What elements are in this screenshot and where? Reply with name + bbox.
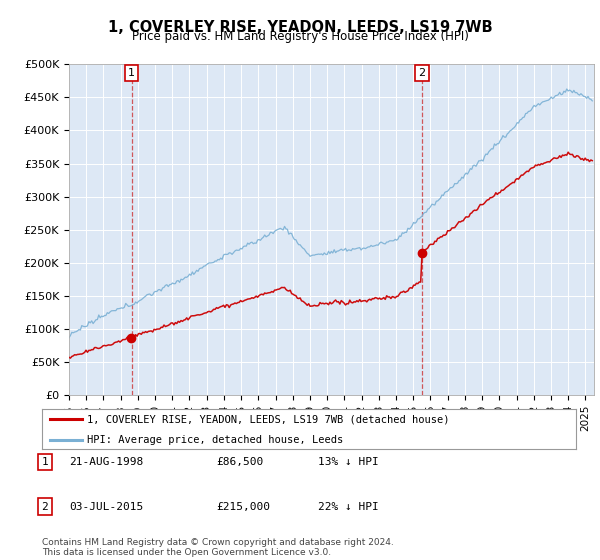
Text: 13% ↓ HPI: 13% ↓ HPI [318,457,379,467]
Text: £86,500: £86,500 [216,457,263,467]
Text: 1: 1 [41,457,49,467]
Text: 1, COVERLEY RISE, YEADON, LEEDS, LS19 7WB (detached house): 1, COVERLEY RISE, YEADON, LEEDS, LS19 7W… [88,414,450,424]
Text: 2: 2 [418,68,425,78]
Text: 22% ↓ HPI: 22% ↓ HPI [318,502,379,512]
Text: 21-AUG-1998: 21-AUG-1998 [69,457,143,467]
Text: 03-JUL-2015: 03-JUL-2015 [69,502,143,512]
Text: Contains HM Land Registry data © Crown copyright and database right 2024.
This d: Contains HM Land Registry data © Crown c… [42,538,394,557]
Text: 1, COVERLEY RISE, YEADON, LEEDS, LS19 7WB: 1, COVERLEY RISE, YEADON, LEEDS, LS19 7W… [107,20,493,35]
Text: £215,000: £215,000 [216,502,270,512]
Text: 1: 1 [128,68,135,78]
Text: 2: 2 [41,502,49,512]
Text: Price paid vs. HM Land Registry's House Price Index (HPI): Price paid vs. HM Land Registry's House … [131,30,469,43]
Text: HPI: Average price, detached house, Leeds: HPI: Average price, detached house, Leed… [88,435,344,445]
